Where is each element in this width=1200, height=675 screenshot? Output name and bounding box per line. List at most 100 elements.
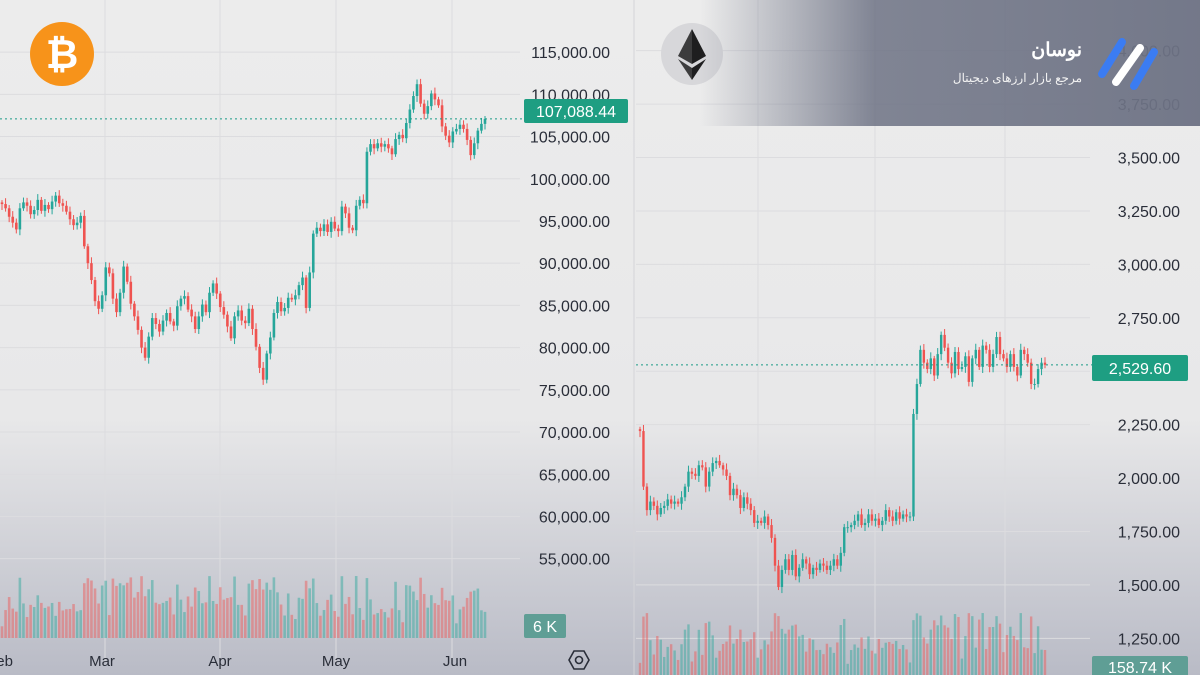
volume-bar	[111, 578, 115, 638]
candle	[666, 499, 669, 506]
candle	[426, 106, 430, 114]
volume-bar	[773, 613, 777, 675]
volume-bar	[240, 604, 244, 638]
volume-bar	[791, 625, 794, 675]
btc-time-axis[interactable]: Feb Mar Apr May Jun	[0, 653, 467, 670]
candle	[251, 308, 254, 330]
candle	[444, 126, 447, 136]
candle	[50, 201, 54, 210]
volume-bar	[943, 625, 946, 675]
candle	[891, 516, 894, 521]
volume-bar	[894, 640, 898, 675]
candle	[465, 128, 469, 140]
candle	[642, 431, 645, 487]
candle	[111, 273, 115, 299]
candle	[815, 567, 818, 570]
candle	[186, 296, 190, 310]
candle	[154, 318, 158, 324]
volume-bar	[711, 635, 714, 675]
candle	[1016, 366, 1019, 376]
candle	[718, 460, 721, 466]
volume-bar	[1043, 649, 1047, 675]
candle	[798, 567, 801, 577]
volume-bar	[687, 624, 690, 675]
y-tick-label: 65,000.00	[539, 467, 610, 484]
volume-bar	[97, 603, 100, 638]
btc-chart-panel[interactable]: 115,000.00110,000.00105,000.00100,000.00…	[0, 0, 628, 670]
btc-price-axis[interactable]: 115,000.00110,000.00105,000.00100,000.00…	[530, 45, 610, 569]
volume-bar	[108, 615, 111, 638]
candle	[218, 293, 222, 308]
candle	[708, 471, 711, 487]
volume-bar	[315, 603, 319, 638]
candle	[683, 486, 687, 498]
volume-bar	[881, 647, 884, 675]
volume-bar	[383, 612, 387, 638]
candle	[204, 304, 208, 313]
candle	[953, 351, 957, 374]
candle	[176, 306, 179, 326]
settings-hexagon-icon[interactable]	[568, 650, 590, 670]
y-tick-label: 80,000.00	[539, 341, 610, 358]
volume-bar	[922, 637, 926, 675]
brand-name: نوسان	[1031, 40, 1082, 61]
volume-bar	[794, 624, 797, 675]
volume-bar	[319, 615, 322, 638]
candle	[469, 139, 472, 156]
volume-bar	[358, 608, 362, 638]
volume-bar	[0, 626, 4, 638]
candle	[215, 283, 218, 294]
candle	[11, 216, 15, 223]
volume-bar	[297, 597, 301, 638]
candle	[447, 135, 451, 143]
candle	[340, 206, 344, 232]
candle	[915, 384, 919, 414]
brand-banner[interactable]: نوسان مرجع بازار ارزهای دیجیتال	[700, 0, 1200, 126]
volume-bar	[746, 641, 749, 675]
y-tick-label: 55,000.00	[539, 552, 610, 569]
volume-bar	[211, 601, 215, 638]
volume-bar	[680, 644, 683, 675]
candle	[433, 93, 437, 100]
volume-bar	[1016, 640, 1019, 675]
volume-bar	[663, 656, 666, 675]
candle	[29, 205, 32, 215]
volume-bar	[818, 649, 822, 675]
volume-bar	[1002, 652, 1005, 675]
candle	[437, 99, 440, 106]
candle	[995, 337, 998, 355]
volume-bar	[444, 600, 447, 638]
candle	[451, 131, 455, 143]
candle	[311, 233, 315, 273]
volume-bar	[22, 603, 25, 638]
volume-bar	[362, 619, 365, 638]
candle	[32, 209, 36, 215]
eth-candles	[638, 329, 1047, 594]
volume-bar	[304, 580, 308, 638]
candle	[297, 285, 301, 296]
volume-bar	[204, 602, 208, 638]
brand-tagline: مرجع بازار ارزهای دیجیتال	[953, 71, 1082, 85]
y-tick-label: 1,250.00	[1118, 631, 1180, 648]
candle	[165, 312, 168, 321]
y-tick-label: 70,000.00	[539, 425, 610, 442]
candle	[365, 151, 369, 204]
volume-bar	[176, 584, 179, 638]
candle	[376, 143, 379, 149]
volume-bar	[222, 599, 226, 638]
candle	[694, 473, 697, 476]
volume-bar	[43, 607, 47, 638]
candle	[125, 266, 129, 282]
volume-bar	[666, 646, 669, 675]
candle	[179, 298, 183, 307]
volume-bar	[839, 625, 842, 675]
candle	[412, 96, 415, 110]
candle	[86, 246, 90, 264]
volume-bar	[683, 629, 687, 675]
volume-bar	[735, 638, 739, 675]
candle	[133, 303, 136, 317]
volume-bar	[908, 662, 912, 675]
x-tick-label: Mar	[89, 653, 115, 670]
candle	[784, 559, 787, 570]
candle	[763, 516, 766, 523]
